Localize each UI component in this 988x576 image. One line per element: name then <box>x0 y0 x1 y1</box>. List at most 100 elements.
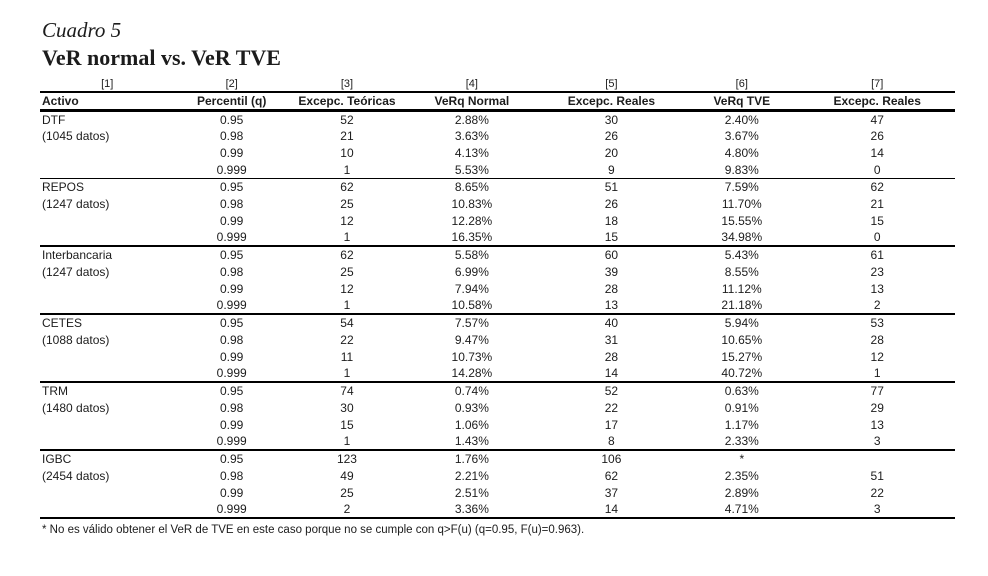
cell-excepc-teoricas: 1 <box>288 433 406 452</box>
cell-verq-normal: 7.57% <box>454 316 489 331</box>
asset-spacer <box>40 297 175 316</box>
cell-excepc-reales-tve: 15 <box>870 213 884 228</box>
cell-verq-tve: 0.63% <box>724 384 759 399</box>
table-row: Interbancaria 0.95 62 5.58% 60 5.43% 61 <box>40 246 955 263</box>
cell-excepc-reales-normal: 14 <box>538 501 685 520</box>
cell-excepc-teoricas: 52 <box>340 112 354 127</box>
asset-spacer <box>40 212 175 229</box>
table-number-label: Cuadro 5 <box>42 18 122 42</box>
cell-percentil: 0.95 <box>220 452 244 467</box>
cell-excepc-reales-tve: 1 <box>799 365 955 384</box>
cell-verq-normal: 2.21% <box>454 468 489 483</box>
cell-verq-tve: 2.40% <box>724 112 759 127</box>
cell-percentil: 0.99 <box>220 417 244 432</box>
cell-percentil: 0.999 <box>174 433 289 452</box>
cell-excepc-reales-normal: 14 <box>538 365 685 384</box>
cell-excepc-teoricas: 15 <box>340 417 354 432</box>
asset-name: TRM <box>42 384 68 399</box>
cell-excepc-reales-normal: 26 <box>604 196 619 211</box>
cell-percentil: 0.99 <box>220 281 244 296</box>
cell-percentil: 0.999 <box>174 229 289 248</box>
cell-excepc-reales-tve: 28 <box>870 332 884 347</box>
document-page: Cuadro 5 VeR normal vs. VeR TVE [1] [2] … <box>40 18 955 537</box>
asset-datos-count: (1247 datos) <box>42 264 110 279</box>
cell-excepc-reales-normal: 37 <box>604 485 619 500</box>
cell-excepc-reales-normal: 62 <box>604 468 619 483</box>
cell-excepc-reales-normal: 22 <box>604 400 619 415</box>
cell-excepc-reales-normal: 8 <box>538 433 685 452</box>
cell-excepc-reales-normal: 51 <box>604 180 619 195</box>
cell-excepc-teoricas: 25 <box>340 264 354 279</box>
asset-spacer <box>40 416 175 433</box>
cell-excepc-teoricas: 123 <box>336 452 357 467</box>
table-body: DTF 0.95 52 2.88% 30 2.40% 47 (1045 datos) 0.98 2… <box>40 110 955 520</box>
cell-excepc-reales-tve: 51 <box>870 468 884 483</box>
cell-verq-tve: 11.70% <box>721 196 762 211</box>
cell-excepc-reales-tve <box>799 450 955 467</box>
cell-excepc-teoricas: 62 <box>340 180 354 195</box>
asset-spacer <box>40 501 175 520</box>
table-row: 0.999 1 14.28% 14 40.72% 1 <box>40 365 955 384</box>
cell-verq-tve: 5.43% <box>724 248 759 263</box>
table-row: DTF 0.95 52 2.88% 30 2.40% 47 <box>40 110 955 127</box>
cell-excepc-reales-normal: 26 <box>604 128 619 143</box>
table-head: [1] [2] [3] [4] [5] [6] [7] Activo Perce… <box>40 77 955 112</box>
column-ref: [1] <box>40 77 175 94</box>
cell-verq-tve: 3.67% <box>724 128 759 143</box>
footnote: * No es válido obtener el VeR de TVE en … <box>42 524 585 537</box>
asset-datos-count: (1045 datos) <box>42 128 110 143</box>
cell-verq-normal: 3.36% <box>405 501 539 520</box>
cell-percentil: 0.95 <box>220 112 244 127</box>
cell-excepc-reales-normal: 39 <box>604 264 619 279</box>
asset-name: CETES <box>42 316 83 331</box>
cell-percentil: 0.99 <box>220 145 244 160</box>
asset-spacer <box>40 144 175 161</box>
cell-verq-tve: 15.55% <box>721 213 763 228</box>
cell-verq-normal: 10.58% <box>405 297 539 316</box>
cell-excepc-teoricas: 22 <box>340 332 354 347</box>
cell-excepc-teoricas: 2 <box>288 501 406 520</box>
cell-excepc-reales-tve: 3 <box>799 501 955 520</box>
cell-excepc-reales-tve: 47 <box>870 112 884 127</box>
column-ref: [5] <box>538 77 685 94</box>
cell-percentil: 0.95 <box>220 248 244 263</box>
cell-excepc-teoricas: 11 <box>340 349 354 364</box>
cell-verq-tve: 2.33% <box>684 433 800 452</box>
cell-excepc-reales-tve: 14 <box>870 145 884 160</box>
cell-verq-normal: 1.06% <box>454 417 489 432</box>
asset-name: Interbancaria <box>42 248 113 263</box>
cell-excepc-teoricas: 1 <box>288 297 406 316</box>
cell-excepc-teoricas: 25 <box>340 485 354 500</box>
table-row: 0.999 1 16.35% 15 34.98% 0 <box>40 229 955 248</box>
cell-verq-normal: 4.13% <box>454 145 489 160</box>
cell-verq-tve: 15.27% <box>721 349 763 364</box>
cell-excepc-reales-normal: 28 <box>604 349 619 364</box>
cell-verq-normal: 5.53% <box>405 161 539 179</box>
table-row: REPOS 0.95 62 8.65% 51 7.59% 62 <box>40 178 955 195</box>
cell-excepc-reales-normal: 28 <box>604 281 619 296</box>
table-row: (1247 datos) 0.98 25 6.99% 39 8.55% 23 <box>40 263 955 280</box>
cell-excepc-reales-tve: 2 <box>799 297 955 316</box>
cell-verq-tve: 7.59% <box>724 180 759 195</box>
cell-verq-tve: 2.89% <box>724 485 759 500</box>
asset-spacer <box>40 484 175 501</box>
cell-verq-tve: * <box>739 452 745 467</box>
cell-excepc-reales-tve: 13 <box>870 417 884 432</box>
asset-spacer <box>40 365 175 384</box>
cell-excepc-reales-tve: 22 <box>870 485 884 500</box>
cell-percentil: 0.95 <box>220 316 244 331</box>
table-row: 0.999 1 5.53% 9 9.83% 0 <box>40 161 955 179</box>
cell-excepc-reales-tve: 61 <box>870 248 884 263</box>
cell-excepc-teoricas: 12 <box>340 281 354 296</box>
table-row: CETES 0.95 54 7.57% 40 5.94% 53 <box>40 314 955 331</box>
cell-excepc-reales-tve: 0 <box>799 161 955 179</box>
cell-verq-tve: 11.12% <box>721 281 762 296</box>
cell-percentil: 0.98 <box>220 468 244 483</box>
cell-percentil: 0.98 <box>220 332 244 347</box>
cell-excepc-reales-tve: 77 <box>870 384 884 399</box>
table-row: 0.999 1 10.58% 13 21.18% 2 <box>40 297 955 316</box>
cell-verq-normal: 1.76% <box>454 452 489 467</box>
table-row: (1088 datos) 0.98 22 9.47% 31 10.65% 28 <box>40 331 955 348</box>
asset-spacer <box>40 229 175 248</box>
cell-excepc-reales-normal: 60 <box>604 248 619 263</box>
